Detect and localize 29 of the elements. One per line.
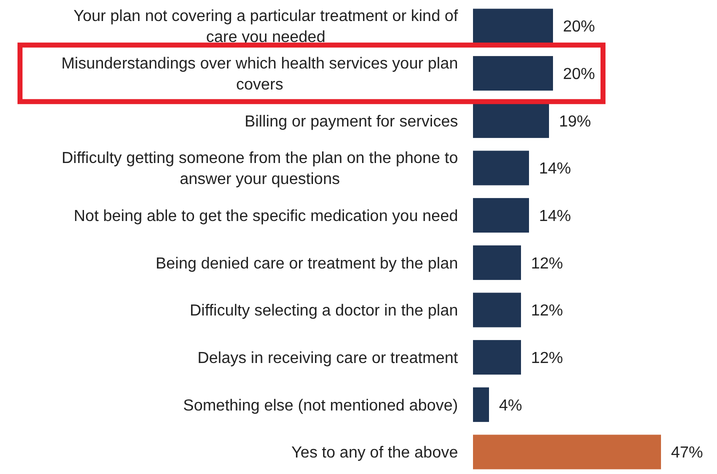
bar <box>473 103 549 138</box>
y-tick-label: Difficulty selecting a doctor in the plan <box>190 302 458 320</box>
data-label: 19% <box>559 113 592 130</box>
y-tick-label: Misunderstandings over which health services your plan covers <box>61 55 458 94</box>
y-tick-label: Delays in receiving care or treatment <box>197 350 459 367</box>
data-label: 47% <box>671 444 704 462</box>
data-label: 12% <box>531 350 564 367</box>
data-label: 20% <box>563 18 596 36</box>
bar <box>473 387 489 422</box>
bar <box>473 198 529 233</box>
bar <box>473 150 529 186</box>
bar <box>473 292 521 328</box>
data-label: 14% <box>539 208 572 225</box>
data-label: 20% <box>563 66 596 83</box>
bar <box>473 56 553 91</box>
y-tick-label: Not being able to get the specific medication you need <box>74 208 458 225</box>
bar <box>473 340 521 375</box>
data-label: 12% <box>531 302 564 320</box>
y-tick-label: Yes to any of the above <box>291 444 458 462</box>
y-tick-label: Billing or payment for services <box>244 113 458 130</box>
data-label: 12% <box>531 255 564 272</box>
bar <box>473 245 521 280</box>
y-tick-label: Being denied care or treatment by the plan <box>156 255 458 272</box>
y-tick-label: Something else (not mentioned above) <box>183 397 458 414</box>
y-tick-label: Difficulty getting someone from the plan on the phone to answer your questions <box>62 150 458 188</box>
data-label: 4% <box>499 397 522 414</box>
data-label: 14% <box>539 160 572 178</box>
bar <box>473 434 661 470</box>
bar <box>473 8 553 44</box>
